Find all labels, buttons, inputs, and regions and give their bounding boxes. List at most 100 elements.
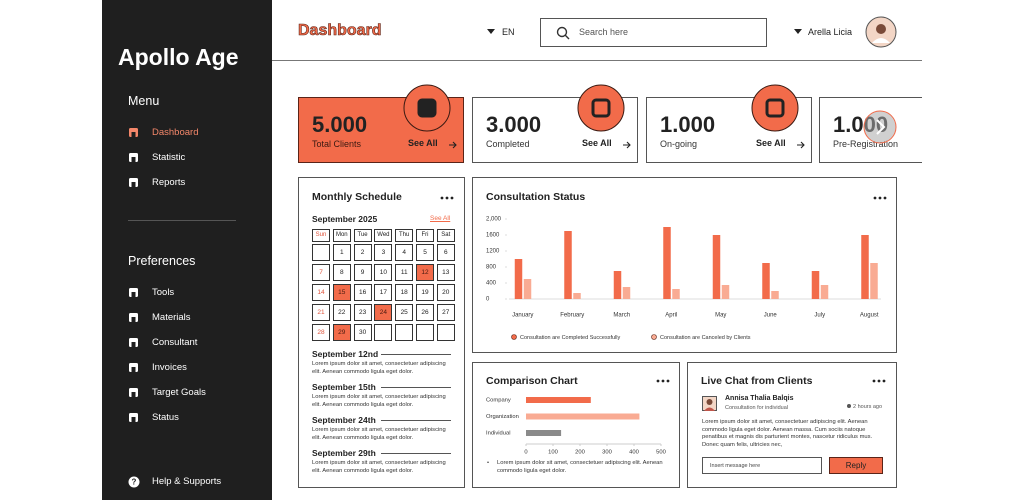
panel-title: Monthly Schedule bbox=[312, 191, 402, 203]
empty-day bbox=[312, 244, 330, 261]
icon-circle bbox=[751, 84, 799, 132]
more-menu[interactable] bbox=[872, 378, 886, 384]
search-placeholder: Search here bbox=[579, 27, 629, 37]
user-name[interactable]: Arella Licia bbox=[808, 27, 853, 37]
day[interactable]: 26 bbox=[416, 304, 434, 321]
avatar[interactable] bbox=[865, 16, 897, 48]
day[interactable]: 15 bbox=[332, 284, 351, 301]
day[interactable]: 23 bbox=[353, 304, 372, 321]
day[interactable]: 6 bbox=[436, 244, 455, 261]
icon-glyph bbox=[591, 98, 611, 118]
nav-label: Tools bbox=[152, 287, 175, 298]
nav-item[interactable]: Invoices bbox=[128, 362, 258, 374]
help-icon: ? bbox=[128, 476, 140, 488]
consultation-chart: 2,000 1600 1200 800 400 0 January February March… bbox=[486, 217, 881, 341]
x-tick-label: June bbox=[764, 313, 778, 319]
day[interactable]: 22 bbox=[332, 304, 351, 321]
reply-button[interactable]: Reply bbox=[829, 457, 883, 474]
day[interactable]: 18 bbox=[395, 284, 414, 301]
day[interactable]: 30 bbox=[353, 324, 372, 341]
empty-day bbox=[395, 324, 414, 341]
day[interactable]: 5 bbox=[416, 244, 434, 261]
day[interactable]: 14 bbox=[312, 284, 330, 301]
nav-icon bbox=[129, 178, 138, 187]
nav-item[interactable]: Materials bbox=[128, 312, 258, 324]
nav-item[interactable]: Statistic bbox=[128, 152, 258, 164]
event-text: Lorem ipsum dolor sit amet, consectetuer… bbox=[312, 460, 446, 474]
day[interactable]: 28 bbox=[312, 324, 330, 341]
y-tick-label: 2,000 bbox=[486, 217, 502, 223]
search-icon bbox=[556, 26, 570, 40]
search-box[interactable]: Search here bbox=[540, 18, 767, 47]
see-all[interactable]: See All bbox=[756, 138, 786, 148]
nav-item[interactable]: Target Goals bbox=[128, 387, 258, 399]
card-value: 5.000 bbox=[312, 112, 368, 137]
nav-label: Materials bbox=[152, 312, 191, 323]
day[interactable]: 11 bbox=[395, 264, 414, 281]
day[interactable]: 7 bbox=[312, 264, 330, 281]
legend-label: Consultation are Completed Successfully bbox=[520, 335, 621, 341]
nav-item[interactable]: Reports bbox=[128, 177, 258, 189]
y-tick-label: Company bbox=[486, 398, 511, 404]
weekday: Sun bbox=[312, 229, 330, 242]
y-tick-label: Organization bbox=[486, 414, 519, 420]
bar bbox=[526, 397, 591, 403]
day[interactable]: 8 bbox=[332, 264, 351, 281]
more-menu[interactable] bbox=[656, 378, 670, 384]
language[interactable]: EN bbox=[502, 27, 515, 37]
see-all[interactable]: See All bbox=[430, 215, 451, 222]
nav-item[interactable]: Dashboard bbox=[128, 127, 258, 139]
dot bbox=[883, 196, 887, 200]
nav-item[interactable]: Consultant bbox=[128, 337, 258, 349]
see-all[interactable]: See All bbox=[582, 138, 612, 148]
bar bbox=[762, 263, 770, 299]
day[interactable]: 21 bbox=[312, 304, 330, 321]
bar bbox=[514, 259, 523, 299]
day[interactable]: 20 bbox=[436, 284, 455, 301]
see-all[interactable]: See All bbox=[408, 138, 438, 148]
bar bbox=[526, 413, 640, 420]
nav-item[interactable]: Status bbox=[128, 412, 258, 424]
panel-title: Live Chat from Clients bbox=[701, 375, 813, 387]
card-label: Pre-Registration bbox=[833, 139, 899, 149]
nav-icon bbox=[129, 338, 138, 347]
day[interactable]: 29 bbox=[332, 324, 351, 341]
consultation-panel: Consultation Status 2,000 1600 1200 800 400 0… bbox=[472, 177, 897, 353]
day[interactable]: 3 bbox=[374, 244, 393, 261]
day[interactable]: 12 bbox=[416, 264, 434, 281]
dot bbox=[873, 196, 877, 200]
day[interactable]: 2 bbox=[353, 244, 372, 261]
day[interactable]: 10 bbox=[374, 264, 393, 281]
day[interactable]: 17 bbox=[374, 284, 393, 301]
event-date: September 29th bbox=[312, 448, 376, 458]
weekday: Mon bbox=[332, 229, 351, 242]
day[interactable]: 4 bbox=[395, 244, 414, 261]
x-tick-label: 100 bbox=[548, 450, 558, 456]
note-text: Lorem ipsum dolor sit amet, consectetuer… bbox=[497, 460, 663, 474]
day[interactable]: 19 bbox=[416, 284, 434, 301]
scroll-button[interactable] bbox=[863, 110, 897, 144]
nav-label: Invoices bbox=[152, 362, 187, 373]
day[interactable]: 25 bbox=[395, 304, 414, 321]
more-menu[interactable] bbox=[440, 195, 454, 201]
arrow-icon bbox=[797, 141, 805, 149]
bar bbox=[861, 235, 869, 299]
more-menu[interactable] bbox=[873, 195, 887, 201]
bar bbox=[663, 227, 671, 299]
day[interactable]: 16 bbox=[353, 284, 372, 301]
day[interactable]: 24 bbox=[374, 304, 393, 321]
y-tick-label: Individual bbox=[486, 431, 511, 437]
chat-time: 2 hours ago bbox=[853, 404, 883, 410]
schedule-panel: Monthly Schedule September 2025 See All … bbox=[298, 177, 465, 488]
chat-input[interactable]: Insert message here bbox=[702, 457, 822, 474]
nav-label: Dashboard bbox=[152, 127, 199, 138]
event-text: Lorem ipsum dolor sit amet, consectetuer… bbox=[312, 361, 446, 375]
day[interactable]: 13 bbox=[436, 264, 455, 281]
nav-item[interactable]: Tools bbox=[128, 287, 258, 299]
day[interactable]: 1 bbox=[332, 244, 351, 261]
day[interactable]: 27 bbox=[436, 304, 455, 321]
arrow bbox=[449, 141, 457, 149]
day[interactable]: 9 bbox=[353, 264, 372, 281]
icon-detail bbox=[131, 157, 136, 162]
